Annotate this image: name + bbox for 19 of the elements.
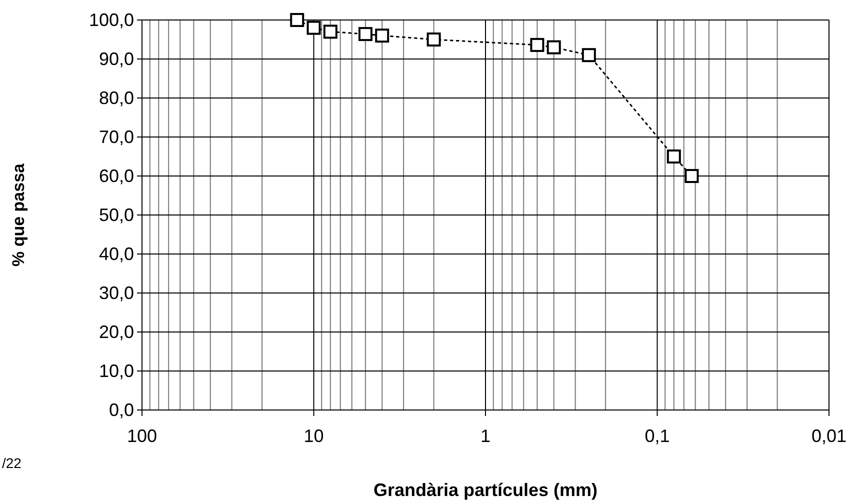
- y-tick-label: 90,0: [98, 49, 134, 69]
- y-tick-label: 0,0: [108, 400, 134, 420]
- y-tick-label: 20,0: [98, 322, 134, 342]
- x-tick-label: 10: [304, 426, 324, 446]
- x-tick-label: 0,1: [644, 426, 670, 446]
- y-tick-label: 40,0: [98, 244, 134, 264]
- y-tick-label: 30,0: [98, 283, 134, 303]
- text: /22: [2, 455, 22, 471]
- y-tick-label: 100,0: [88, 10, 134, 30]
- y-axis-title: % que passa: [9, 162, 28, 266]
- x-tick-label: 1: [480, 426, 491, 446]
- y-tick-label: 70,0: [98, 127, 134, 147]
- x-tick-label: 0,01: [811, 426, 847, 446]
- x-axis-title: Grandària partícules (mm): [373, 480, 598, 500]
- y-tick-label: 50,0: [98, 205, 134, 225]
- x-tick-label: 100: [126, 426, 158, 446]
- y-tick-label: 10,0: [98, 361, 134, 381]
- y-tick-label: 80,0: [98, 88, 134, 108]
- y-tick-label: 60,0: [98, 166, 134, 186]
